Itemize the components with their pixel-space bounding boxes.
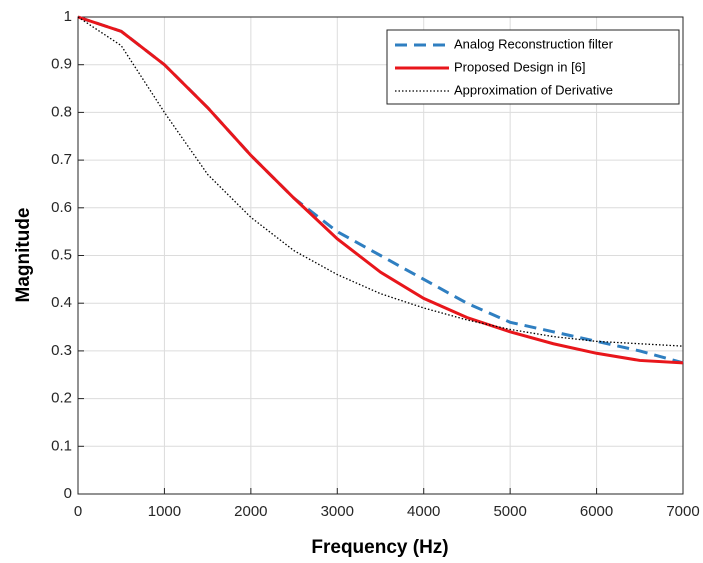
- x-tick-label: 1000: [148, 503, 181, 520]
- series-line: [77, 15, 684, 365]
- legend-label: Proposed Design in [6]: [454, 59, 586, 74]
- x-tick-label: 4000: [407, 503, 440, 520]
- x-tick-label: 3000: [321, 503, 354, 520]
- x-tick-label: 5000: [493, 503, 526, 520]
- y-tick-label: 0.1: [51, 437, 72, 454]
- y-tick-label: 0.4: [51, 294, 72, 311]
- plot-frame: [77, 16, 684, 495]
- x-tick-label: 2000: [234, 503, 267, 520]
- x-axis-label: Frequency (Hz): [311, 537, 448, 558]
- y-tick-label: 0.6: [51, 199, 72, 216]
- y-tick-label: 1: [64, 8, 72, 25]
- y-tick-label: 0.7: [51, 151, 72, 168]
- x-tick-label: 6000: [580, 503, 613, 520]
- legend-label: Approximation of Derivative: [454, 82, 613, 97]
- y-tick-label: 0.2: [51, 390, 72, 407]
- y-axis-label: Magnitude: [13, 208, 34, 303]
- x-tick-label: 0: [74, 503, 82, 520]
- x-tick-label: 7000: [666, 503, 699, 520]
- y-tick-label: 0.5: [51, 246, 72, 263]
- y-tick-label: 0: [64, 485, 72, 502]
- legend-label: Analog Reconstruction filter: [454, 36, 614, 51]
- y-tick-label: 0.3: [51, 342, 72, 359]
- y-tick-label: 0.9: [51, 56, 72, 73]
- y-tick-label: 0.8: [51, 103, 72, 120]
